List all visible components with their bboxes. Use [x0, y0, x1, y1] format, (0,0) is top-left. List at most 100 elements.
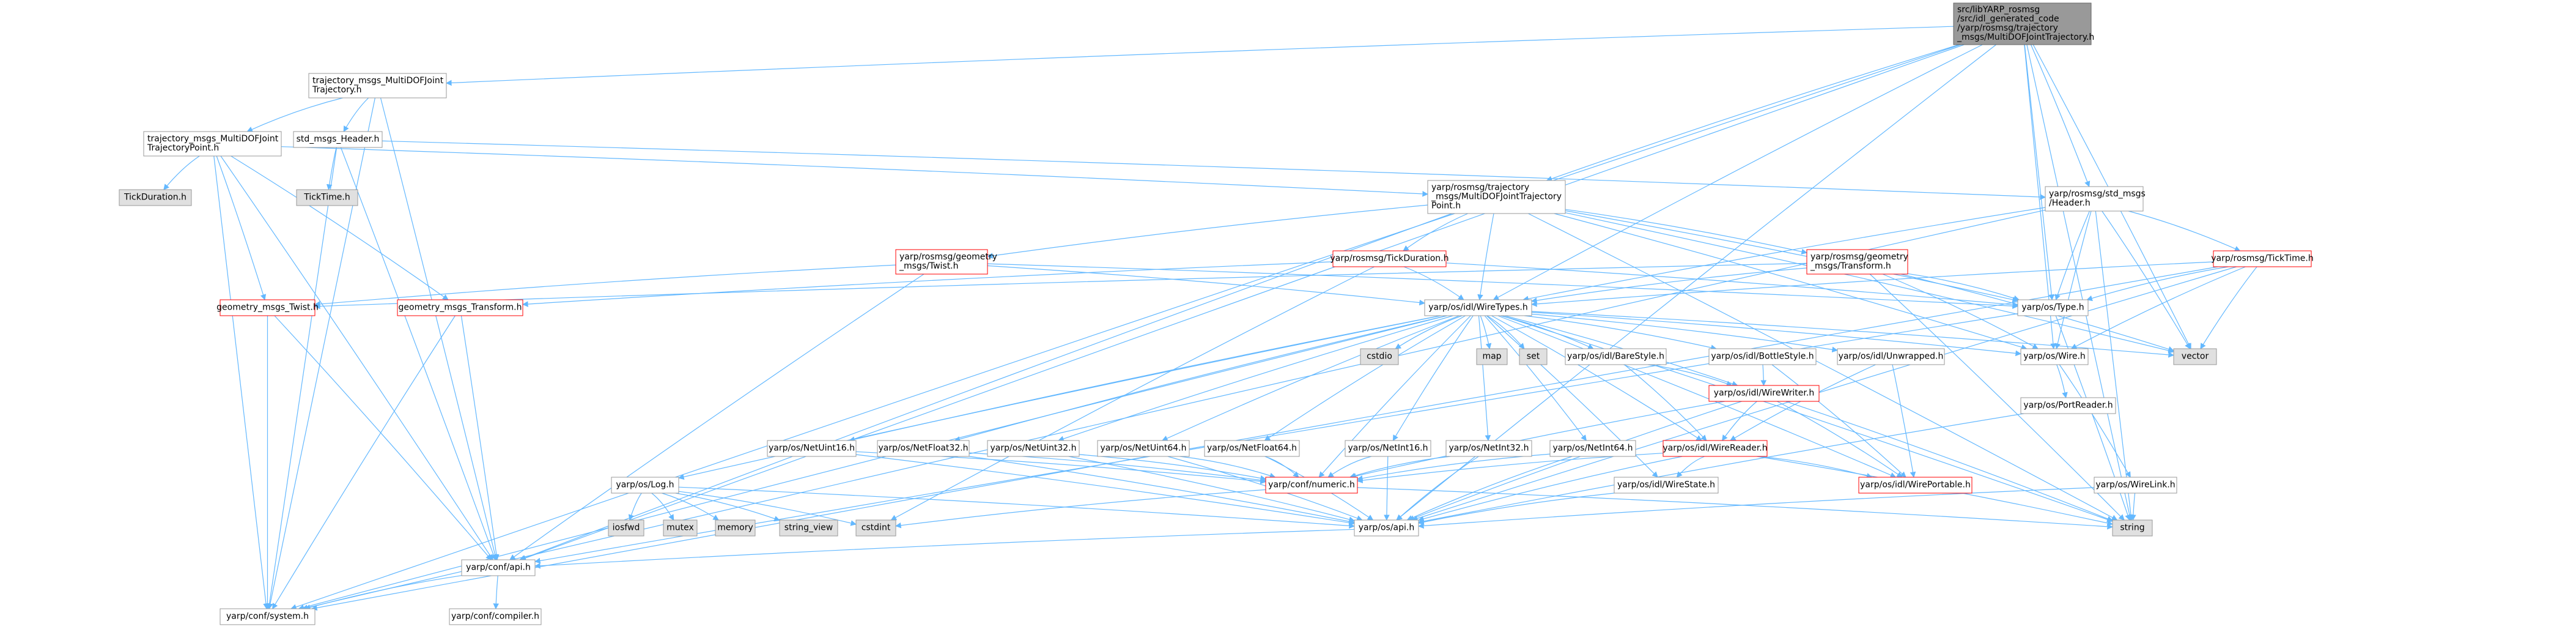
edge-wirewriter-to-wireportable — [1777, 401, 1903, 478]
node-box — [987, 440, 1080, 457]
node-cstdio[interactable]: cstdio — [1360, 348, 1399, 365]
node-label: memory — [717, 523, 753, 533]
node-box — [2017, 299, 2089, 316]
node-confnumeric[interactable]: yarp/conf/numeric.h — [1265, 477, 1358, 494]
edge-ros_stdhdr-to-ostype — [2054, 210, 2090, 300]
node-wirewriter[interactable]: yarp/os/idl/WireWriter.h — [1708, 385, 1820, 402]
node-gm_twist[interactable]: geometry_msgs_Twist.h — [216, 299, 319, 316]
node-tm_mdjtp[interactable]: trajectory_msgs_MultiDOFJointTrajectoryP… — [143, 131, 282, 157]
node-netuint32[interactable]: yarp/os/NetUint32.h — [987, 440, 1080, 457]
node-netfloat64[interactable]: yarp/os/NetFloat64.h — [1204, 440, 1300, 457]
node-label: yarp/os/NetFloat32.h — [878, 444, 968, 453]
node-wirereader[interactable]: yarp/os/idl/WireReader.h — [1663, 440, 1768, 457]
edge-ros_twist-to-wiretypes — [987, 265, 1425, 306]
node-tickdur[interactable]: TickDuration.h — [119, 189, 192, 206]
edge-barestyle-to-wirereader — [1624, 364, 1707, 441]
node-wirestate[interactable]: yarp/os/idl/WireState.h — [1614, 477, 1719, 494]
edge-wiretypes-to-oswire — [1531, 311, 2021, 357]
node-netint32[interactable]: yarp/os/NetInt32.h — [1445, 440, 1532, 457]
edge-oslog-to-memory — [662, 493, 719, 521]
node-box — [2094, 477, 2177, 494]
node-root[interactable]: src/libYARP_rosmsg/src/idl_generated_cod… — [1953, 2, 2094, 45]
node-box — [119, 189, 192, 206]
node-netuint64[interactable]: yarp/os/NetUint64.h — [1097, 440, 1190, 457]
node-label: std_msgs_Header.h — [297, 135, 380, 144]
edge-ros_ticktime-to-wiretypes — [1531, 261, 2214, 307]
node-netuint16[interactable]: yarp/os/NetUint16.h — [767, 440, 857, 457]
node-map[interactable]: map — [1476, 348, 1508, 365]
node-ros_twist[interactable]: yarp/rosmsg/geometry_msgs/Twist.h — [895, 249, 997, 275]
edge-ros_ticktime-to-vector — [2200, 266, 2257, 349]
node-osapi[interactable]: yarp/os/api.h — [1354, 519, 1419, 537]
node-ros_tickdur[interactable]: yarp/rosmsg/TickDuration.h — [1330, 250, 1449, 267]
node-ros_ticktime[interactable]: yarp/rosmsg/TickTime.h — [2211, 250, 2314, 267]
node-gm_transform[interactable]: geometry_msgs_Transform.h — [397, 299, 523, 316]
node-ros_transform[interactable]: yarp/rosmsg/geometry_msgs/Transform.h — [1806, 249, 1908, 275]
node-label: yarp/os/idl/WirePortable.h — [1860, 480, 1971, 490]
node-label: yarp/os/Wire.h — [2023, 352, 2086, 362]
node-cstdint[interactable]: cstdint — [855, 519, 896, 537]
edge-wirewriter-to-osapi — [1408, 401, 1742, 521]
node-netfloat32[interactable]: yarp/os/NetFloat32.h — [877, 440, 970, 457]
edge-root-to-ros_stdhdr — [2030, 44, 2091, 187]
edge-netint64-to-osapi — [1406, 456, 1573, 521]
node-wirelink[interactable]: yarp/os/WireLink.h — [2094, 477, 2177, 494]
node-box — [1519, 348, 1548, 365]
node-label: trajectory_msgs_MultiDOFJoint — [312, 76, 444, 86]
node-label: string_view — [784, 523, 833, 533]
edge-wiretypes-to-barestyle — [1500, 315, 1594, 349]
node-confapi[interactable]: yarp/conf/api.h — [461, 559, 536, 576]
node-set[interactable]: set — [1519, 348, 1548, 365]
node-mutex[interactable]: mutex — [663, 519, 698, 537]
dependency-edges — [163, 26, 2257, 611]
edge-netint32-to-confnumeric — [1349, 456, 1451, 479]
node-label: yarp/os/Type.h — [2021, 303, 2084, 313]
node-box — [1708, 348, 1817, 365]
node-label: yarp/os/api.h — [1359, 523, 1414, 533]
node-label: yarp/os/idl/WireReader.h — [1663, 444, 1767, 453]
node-ros_stdhdr[interactable]: yarp/rosmsg/std_msgs/Header.h — [2045, 186, 2146, 212]
node-oswire[interactable]: yarp/os/Wire.h — [2020, 348, 2089, 365]
node-wiretypes[interactable]: yarp/os/idl/WireTypes.h — [1424, 299, 1532, 316]
node-wireportable[interactable]: yarp/os/idl/WirePortable.h — [1858, 477, 1973, 494]
node-bottlestyle[interactable]: yarp/os/idl/BottleStyle.h — [1708, 348, 1817, 365]
node-label: _msgs/MultiDOFJointTrajectory.h — [1957, 32, 2094, 42]
edge-ros_tickdur-to-cstdint — [890, 266, 1375, 521]
node-confsystem[interactable]: yarp/conf/system.h — [220, 608, 316, 625]
node-netint16[interactable]: yarp/os/NetInt16.h — [1345, 440, 1431, 457]
edge-bottlestyle-to-wireportable — [1771, 364, 1906, 478]
edge-wiretypes-to-map — [1480, 315, 1492, 349]
node-tm_mdjt[interactable]: trajectory_msgs_MultiDOFJointTrajectory.… — [308, 73, 447, 99]
node-barestyle[interactable]: yarp/os/idl/BareStyle.h — [1565, 348, 1667, 365]
edge-netfloat32-to-osapi — [969, 456, 1355, 525]
edge-wiretypes-to-vector — [1531, 311, 2174, 358]
node-memory[interactable]: memory — [715, 519, 756, 537]
edge-root-to-tm_mdjt — [446, 26, 1954, 86]
edge-oslog-to-osapi — [678, 486, 1355, 529]
node-netint64[interactable]: yarp/os/NetInt64.h — [1549, 440, 1636, 457]
node-confcompiler[interactable]: yarp/conf/compiler.h — [449, 608, 542, 625]
node-label: yarp/rosmsg/TickTime.h — [2211, 254, 2313, 264]
edge-gm_transform-to-confsystem — [272, 315, 456, 609]
node-unwrapped[interactable]: yarp/os/idl/Unwrapped.h — [1837, 348, 1945, 365]
node-string_view[interactable]: string_view — [779, 519, 838, 537]
node-box — [1565, 348, 1667, 365]
edge-ros_stdhdr-to-vector — [2102, 210, 2191, 349]
node-oslog[interactable]: yarp/os/Log.h — [611, 477, 679, 494]
node-ros_mdjtp[interactable]: yarp/rosmsg/trajectory_msgs/MultiDOFJoin… — [1427, 180, 1566, 214]
node-box — [1614, 477, 1719, 494]
node-std_hdr[interactable]: std_msgs_Header.h — [293, 131, 383, 148]
node-vector[interactable]: vector — [2173, 348, 2217, 365]
node-ostype[interactable]: yarp/os/Type.h — [2017, 299, 2089, 316]
node-string[interactable]: string — [2112, 519, 2153, 537]
node-label: Point.h — [1431, 201, 1461, 211]
node-box — [1858, 477, 1973, 494]
node-ticktime[interactable]: TickTime.h — [296, 189, 358, 206]
node-portreader[interactable]: yarp/os/PortReader.h — [2020, 397, 2116, 414]
edge-std_hdr-to-confsystem — [266, 147, 338, 609]
edge-tm_mdjt-to-confsystem — [267, 97, 375, 609]
edge-gm_transform-to-confapi — [460, 315, 500, 560]
edge-osapi-to-confapi — [534, 529, 1355, 569]
node-iosfwd[interactable]: iosfwd — [608, 519, 644, 537]
node-label: TickDuration.h — [124, 193, 186, 203]
